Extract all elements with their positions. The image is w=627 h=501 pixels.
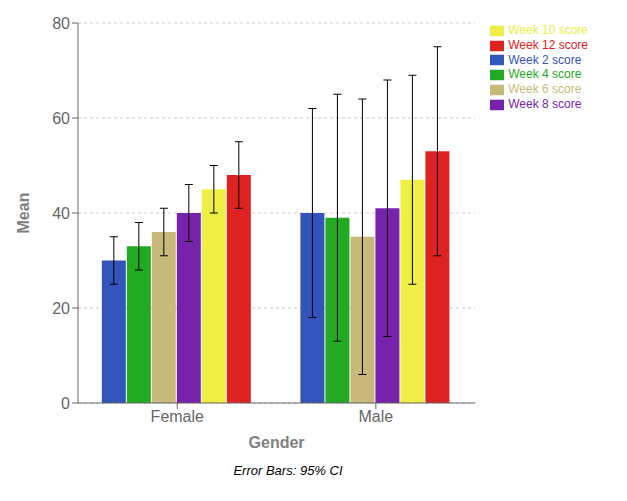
- svg-text:0: 0: [61, 395, 70, 412]
- svg-text:Female: Female: [151, 408, 204, 425]
- html-text:Week 4 score: Week 4 score: [508, 67, 582, 82]
- svg-text:60: 60: [52, 110, 70, 127]
- html-text:Week 12 score: Week 12 score: [508, 37, 588, 52]
- svg-text:Gender: Gender: [249, 434, 305, 451]
- html-text:Week 6 score: Week 6 score: [508, 82, 582, 97]
- svg-text:40: 40: [52, 205, 70, 222]
- svg-text:20: 20: [52, 300, 70, 317]
- html-text:Error Bars: 95% CI: Error Bars: 95% CI: [233, 463, 343, 478]
- html-text:Week 2 score: Week 2 score: [508, 52, 582, 67]
- svg-text:80: 80: [52, 15, 70, 32]
- svg-text:Male: Male: [359, 408, 394, 425]
- html-text:Week 10 score: Week 10 score: [508, 23, 588, 37]
- svg-text:Mean: Mean: [15, 193, 32, 234]
- html-text:Week 8 score: Week 8 score: [508, 97, 582, 112]
